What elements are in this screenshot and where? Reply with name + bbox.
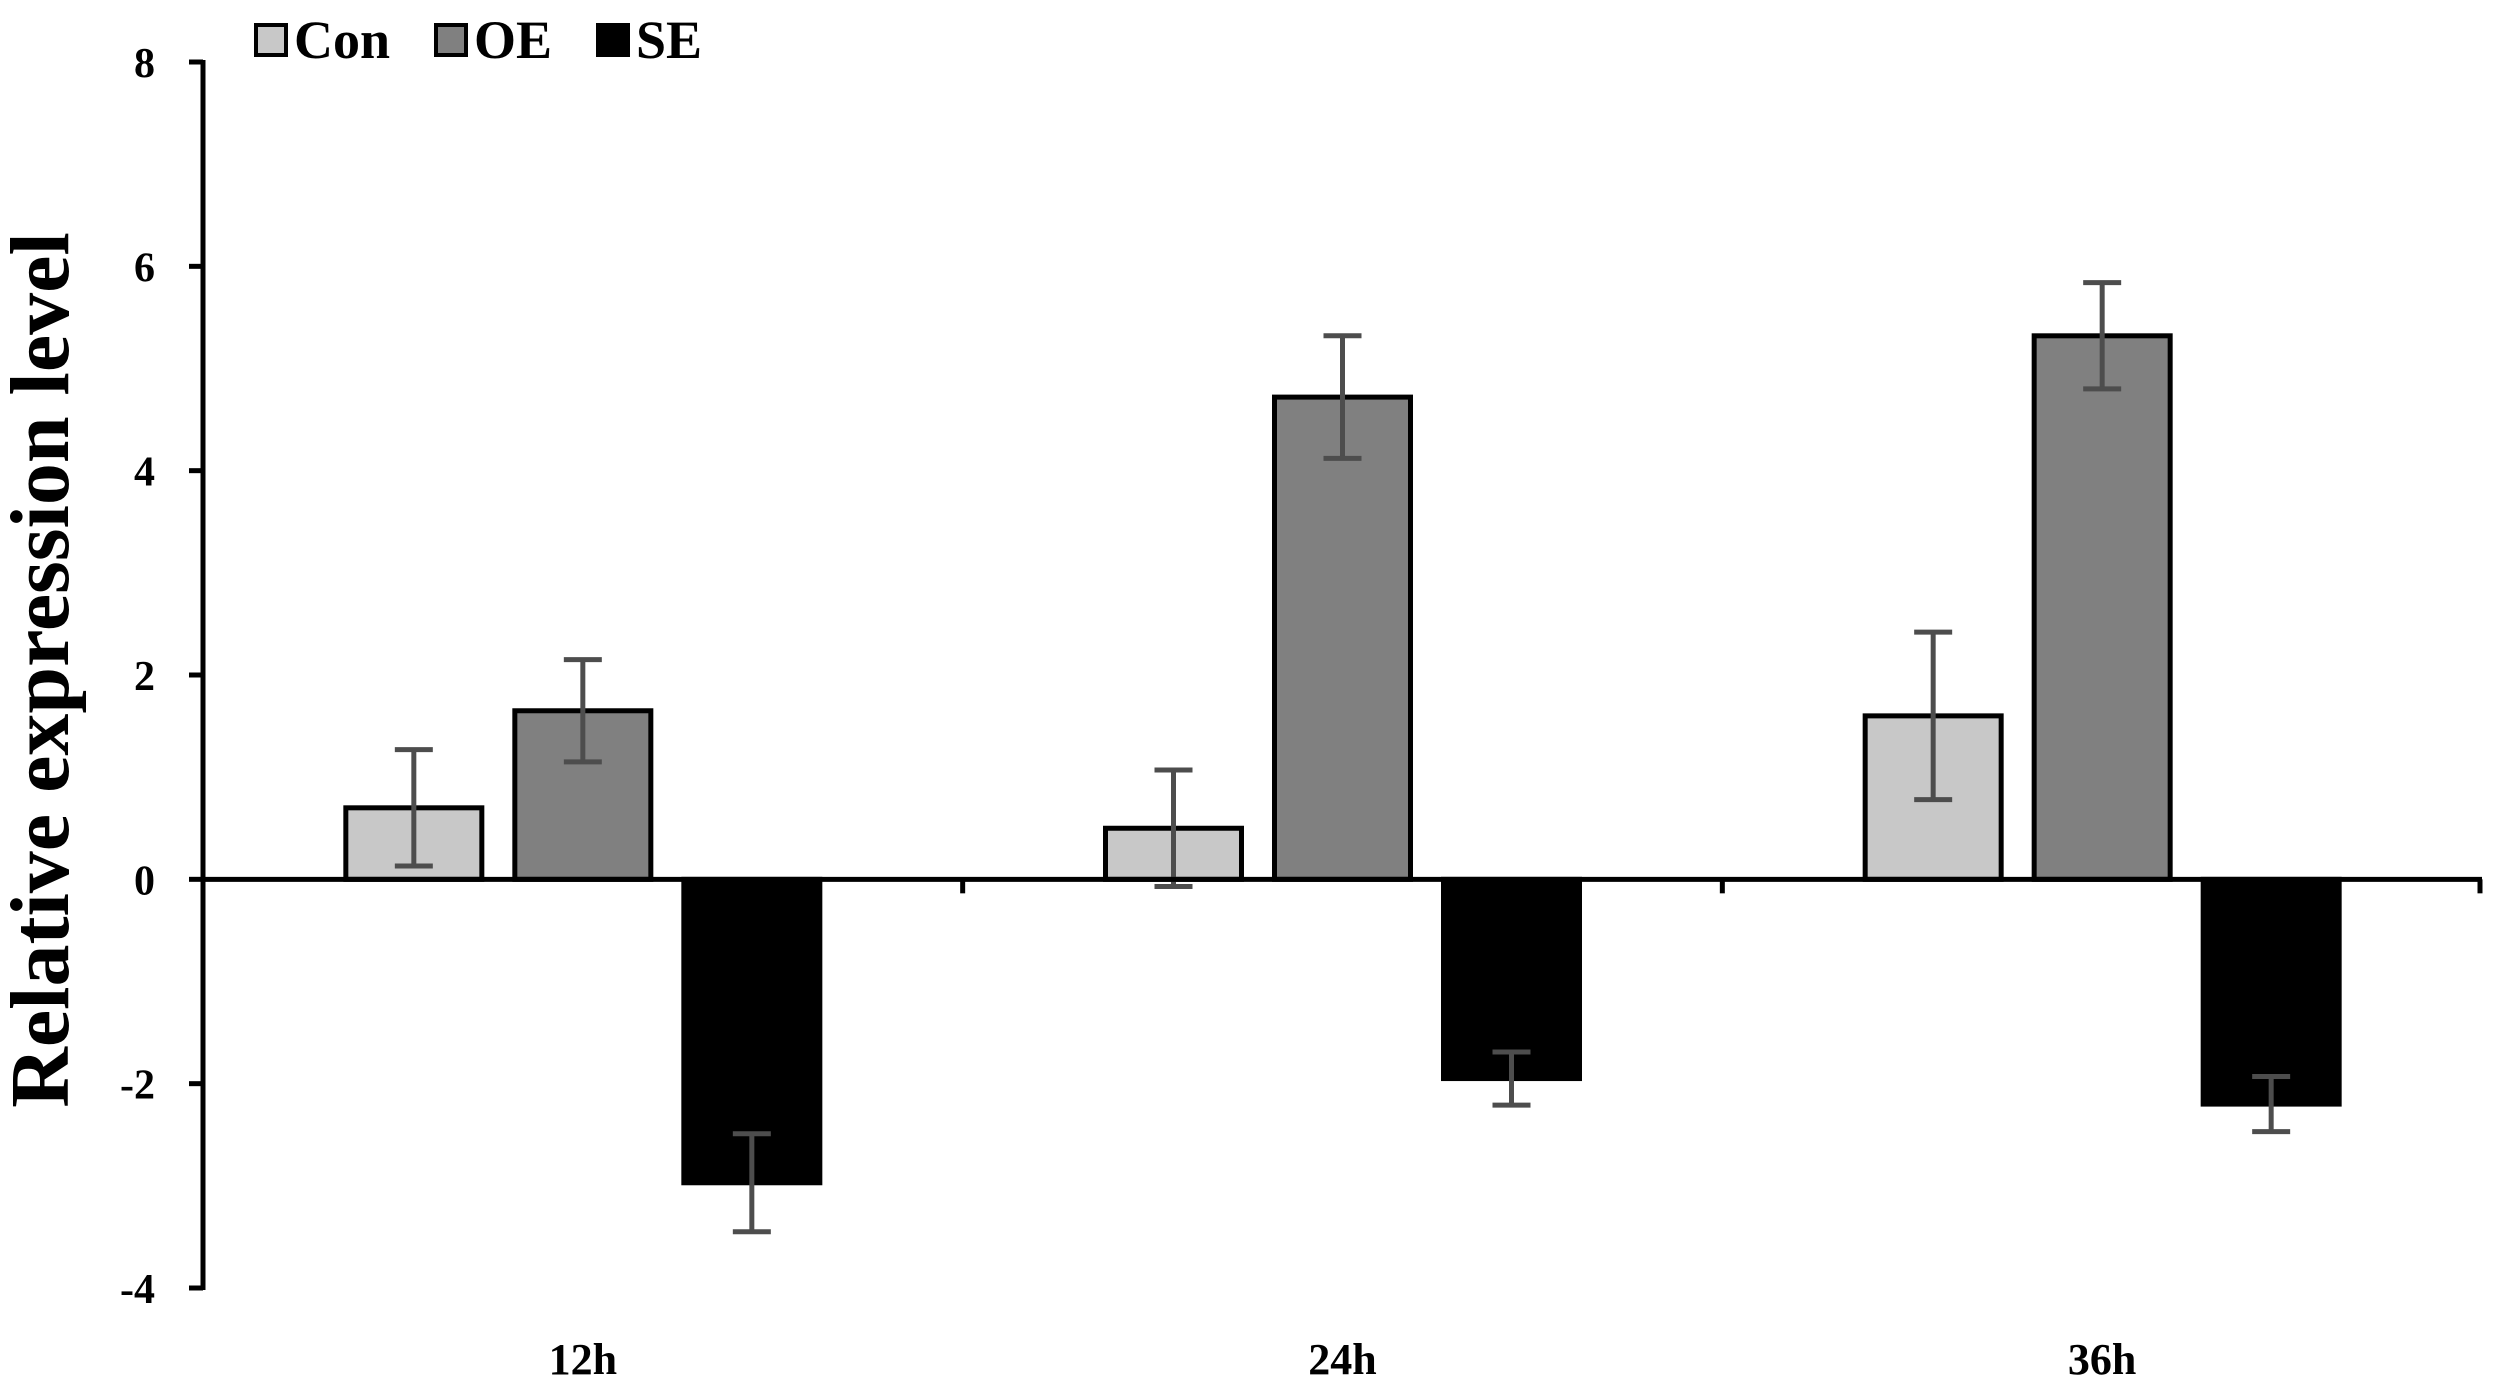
error-bar-con-36h (1914, 629, 1953, 803)
error-bar-se-36h (2252, 1074, 2291, 1135)
legend-item-oe: OE (434, 10, 552, 70)
bar-oe-24h (1272, 394, 1413, 882)
y-tick-label: 8 (134, 41, 155, 87)
y-axis-title: Relative expression level (0, 232, 87, 1108)
legend-label: SE (636, 10, 702, 70)
legend: Con OE SE (254, 10, 702, 70)
y-tick-label: -2 (120, 1063, 155, 1109)
error-bar-oe-36h (2083, 280, 2122, 392)
y-tick-label: 4 (134, 450, 155, 496)
legend-swatch (254, 23, 288, 57)
category-labels-layer: 12h 24h 36h (549, 1335, 2137, 1384)
x-category-label: 36h (2068, 1335, 2136, 1384)
legend-label: OE (474, 10, 552, 70)
error-bar-se-12h (732, 1131, 771, 1235)
y-tick-label: 2 (134, 654, 155, 700)
x-category-label: 24h (1308, 1335, 1376, 1384)
error-bar-oe-24h (1323, 333, 1362, 461)
x-category-label: 12h (549, 1335, 617, 1384)
error-bars-layer (394, 280, 2291, 1235)
y-ticks-layer: -4 -2 0 2 4 6 8 (120, 41, 203, 1313)
legend-item-se: SE (596, 10, 702, 70)
bar-oe-36h (2031, 333, 2173, 882)
error-bar-con-12h (394, 747, 433, 869)
y-tick-label: 0 (134, 858, 155, 904)
error-bar-con-24h (1154, 767, 1193, 889)
error-bar-se-24h (1492, 1049, 1531, 1108)
legend-item-con: Con (254, 10, 390, 70)
legend-label: Con (294, 10, 390, 70)
legend-swatch (434, 23, 468, 57)
y-tick-label: -4 (120, 1267, 155, 1313)
y-tick-label: 6 (134, 245, 155, 291)
legend-swatch (596, 23, 630, 57)
bars-layer (343, 333, 2342, 1186)
bar-se-36h (2200, 876, 2342, 1107)
bar-se-24h (1441, 876, 1582, 1082)
error-bar-oe-12h (563, 657, 602, 765)
